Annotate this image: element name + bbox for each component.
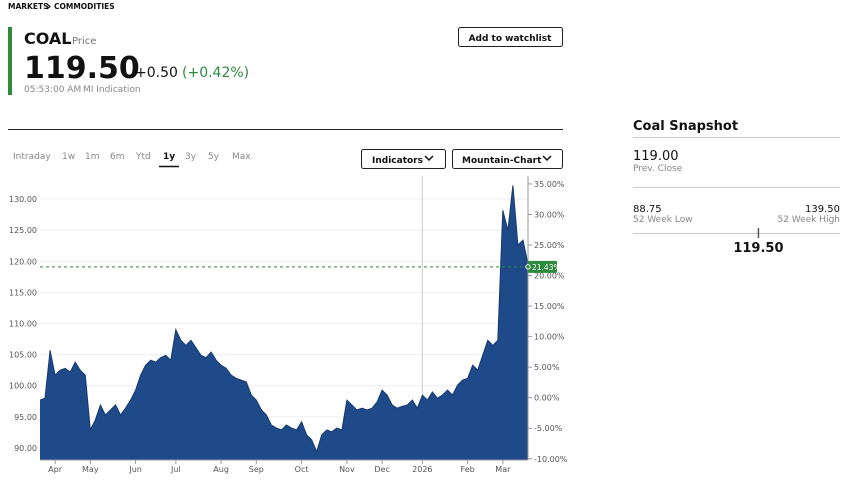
y2-tick-label: 10.00% bbox=[534, 333, 565, 342]
prev-close-label: Prev. Close bbox=[633, 164, 683, 174]
x-tick-label: Oct bbox=[295, 465, 309, 474]
dropdown[interactable] bbox=[452, 149, 563, 169]
watchlist-button[interactable] bbox=[458, 27, 563, 47]
range-tab[interactable]: 1y bbox=[163, 152, 175, 162]
x-tick-label: 2026 bbox=[412, 465, 432, 474]
x-tick-label: Aug bbox=[213, 465, 229, 474]
source: MI Indication bbox=[83, 85, 141, 95]
current-price: 119.50 bbox=[733, 241, 783, 256]
range-tab[interactable]: 3y bbox=[185, 152, 197, 162]
marker-label: 21.43% bbox=[532, 263, 561, 272]
line bbox=[39, 185, 529, 454]
y2-tick-label: -5.00% bbox=[534, 424, 563, 433]
y-tick-label: 100.00 bbox=[9, 382, 37, 391]
y-tick-label: 125.00 bbox=[9, 226, 37, 235]
y2-tick-label: 15.00% bbox=[534, 302, 565, 311]
prev-close: 119.00 bbox=[633, 149, 679, 164]
week-low: 88.75 bbox=[633, 204, 662, 215]
dropdown[interactable] bbox=[361, 149, 446, 169]
marker-dot bbox=[525, 264, 531, 270]
price: 119.50 bbox=[24, 51, 140, 86]
y2-tick-label: 30.00% bbox=[534, 210, 565, 219]
y-tick-label: 90.00 bbox=[14, 444, 37, 453]
x-tick-label: Nov bbox=[339, 465, 355, 474]
y-tick-label: 110.00 bbox=[9, 320, 37, 329]
marker-badge bbox=[528, 260, 557, 273]
y-tick-label: 105.00 bbox=[9, 351, 37, 360]
range-tab[interactable]: 1w bbox=[62, 152, 75, 162]
symbol-note: Price bbox=[72, 36, 96, 47]
x-tick-label: Jul bbox=[170, 465, 181, 474]
y-tick-label: 115.00 bbox=[9, 288, 37, 297]
y-tick-label: 130.00 bbox=[9, 195, 37, 204]
breadcrumb[interactable]: COMMODITIES bbox=[54, 2, 115, 11]
range-tab[interactable]: Max bbox=[232, 152, 251, 162]
week-low-label: 52 Week Low bbox=[633, 215, 693, 225]
y2-tick-label: 25.00% bbox=[534, 241, 565, 250]
y2-tick-label: 5.00% bbox=[534, 363, 560, 372]
symbol: COAL bbox=[24, 29, 72, 48]
dropdown-label[interactable]: Mountain-Chart bbox=[462, 156, 542, 166]
x-tick-label: Sep bbox=[249, 465, 264, 474]
time: 05:53:00 AM bbox=[24, 85, 81, 95]
breadcrumb[interactable]: MARKETS bbox=[8, 2, 49, 11]
change: +0.50 bbox=[135, 65, 178, 81]
y-tick-label: 95.00 bbox=[14, 413, 37, 422]
week-high-label: 52 Week High bbox=[777, 215, 840, 225]
dropdown-label[interactable]: Indicators bbox=[372, 156, 423, 166]
snapshot-title: Coal Snapshot bbox=[633, 119, 738, 134]
y2-tick-label: 35.00% bbox=[534, 180, 565, 189]
range-tab[interactable]: 1m bbox=[85, 152, 100, 162]
y2-tick-label: 0.00% bbox=[534, 394, 560, 403]
range-tab[interactable]: 5y bbox=[208, 152, 220, 162]
x-tick-label: May bbox=[82, 465, 99, 474]
y2-tick-label: 20.00% bbox=[534, 272, 565, 281]
y-tick-label: 120.00 bbox=[9, 257, 37, 266]
chevron bbox=[542, 155, 552, 162]
watchlist-button-label[interactable]: Add to watchlist bbox=[469, 34, 553, 44]
chevron bbox=[424, 155, 434, 162]
accent-bar bbox=[8, 27, 12, 95]
x-tick-label: Mar bbox=[495, 465, 511, 474]
change-percent: (+0.42%) bbox=[182, 65, 249, 81]
x-tick-label: Jun bbox=[128, 465, 142, 474]
y2-tick-label: -10.00% bbox=[534, 455, 568, 464]
area bbox=[40, 185, 528, 461]
week-high: 139.50 bbox=[805, 204, 840, 215]
breadcrumb-chevron bbox=[46, 3, 51, 10]
x-tick-label: Apr bbox=[48, 465, 63, 474]
range-tab[interactable]: 6m bbox=[110, 152, 125, 162]
x-tick-label: Dec bbox=[374, 465, 389, 474]
x-tick-label: Feb bbox=[461, 465, 475, 474]
range-tab[interactable]: Ytd bbox=[135, 152, 151, 162]
range-tab[interactable]: Intraday bbox=[13, 152, 51, 162]
